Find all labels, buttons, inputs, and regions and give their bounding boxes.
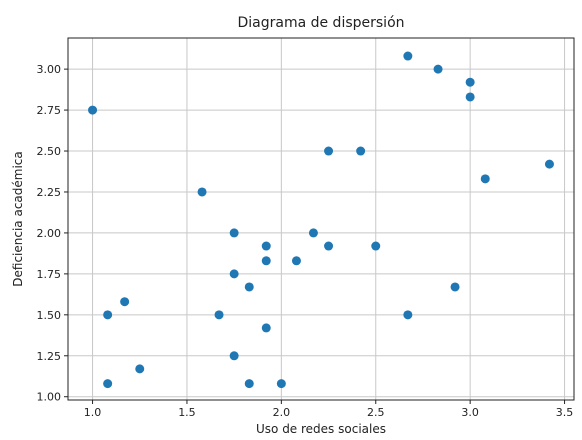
y-tick-label: 1.50 — [37, 309, 62, 322]
y-tick-label: 2.25 — [37, 186, 62, 199]
scatter-point — [544, 159, 554, 169]
scatter-point — [214, 310, 224, 320]
scatter-point — [324, 146, 334, 156]
scatter-point — [371, 241, 381, 251]
scatter-point — [261, 241, 271, 251]
scatter-point — [229, 351, 239, 361]
scatter-point — [135, 364, 145, 374]
y-tick-label: 3.00 — [37, 63, 62, 76]
scatter-point — [324, 241, 334, 251]
x-tick-label: 2.5 — [367, 406, 385, 419]
scatter-point — [88, 105, 98, 115]
grid — [68, 38, 574, 400]
y-axis-label: Deficiencia académica — [11, 151, 25, 286]
x-axis-ticks: 1.0 1.5 2.0 2.5 3.0 3.5 — [84, 400, 574, 419]
scatter-point — [276, 379, 286, 389]
scatter-point — [356, 146, 366, 156]
x-tick-label: 1.0 — [84, 406, 102, 419]
scatter-point — [197, 187, 207, 197]
scatter-point — [261, 256, 271, 266]
y-tick-label: 1.00 — [37, 391, 62, 404]
scatter-point — [103, 310, 113, 320]
data-points — [88, 51, 554, 389]
y-tick-label: 2.50 — [37, 145, 62, 158]
scatter-point — [403, 51, 413, 61]
scatter-point — [308, 228, 318, 238]
x-tick-label: 3.0 — [461, 406, 479, 419]
scatter-point — [120, 297, 130, 307]
scatter-point — [103, 379, 113, 389]
scatter-point — [433, 64, 443, 74]
scatter-point — [229, 269, 239, 279]
scatter-point — [450, 282, 460, 292]
scatter-point — [244, 379, 254, 389]
y-tick-label: 1.25 — [37, 350, 62, 363]
y-tick-label: 2.75 — [37, 104, 62, 117]
scatter-point — [229, 228, 239, 238]
plot-area-frame — [67, 37, 575, 401]
x-tick-label: 1.5 — [178, 406, 196, 419]
scatter-point — [403, 310, 413, 320]
x-tick-label: 3.5 — [556, 406, 574, 419]
chart-title: Diagrama de dispersión — [237, 15, 404, 31]
y-axis-ticks: 1.00 1.25 1.50 1.75 2.00 2.25 2.50 2.75 3.00 — [37, 63, 68, 404]
scatter-point — [244, 282, 254, 292]
y-tick-label: 1.75 — [37, 268, 62, 281]
x-axis-label: Uso de redes sociales — [256, 422, 386, 436]
scatter-point — [465, 77, 475, 87]
y-tick-label: 2.00 — [37, 227, 62, 240]
scatter-point — [261, 323, 271, 333]
x-tick-label: 2.0 — [273, 406, 291, 419]
scatter-point — [480, 174, 490, 184]
scatter-point — [465, 92, 475, 102]
scatter-point — [291, 256, 301, 266]
